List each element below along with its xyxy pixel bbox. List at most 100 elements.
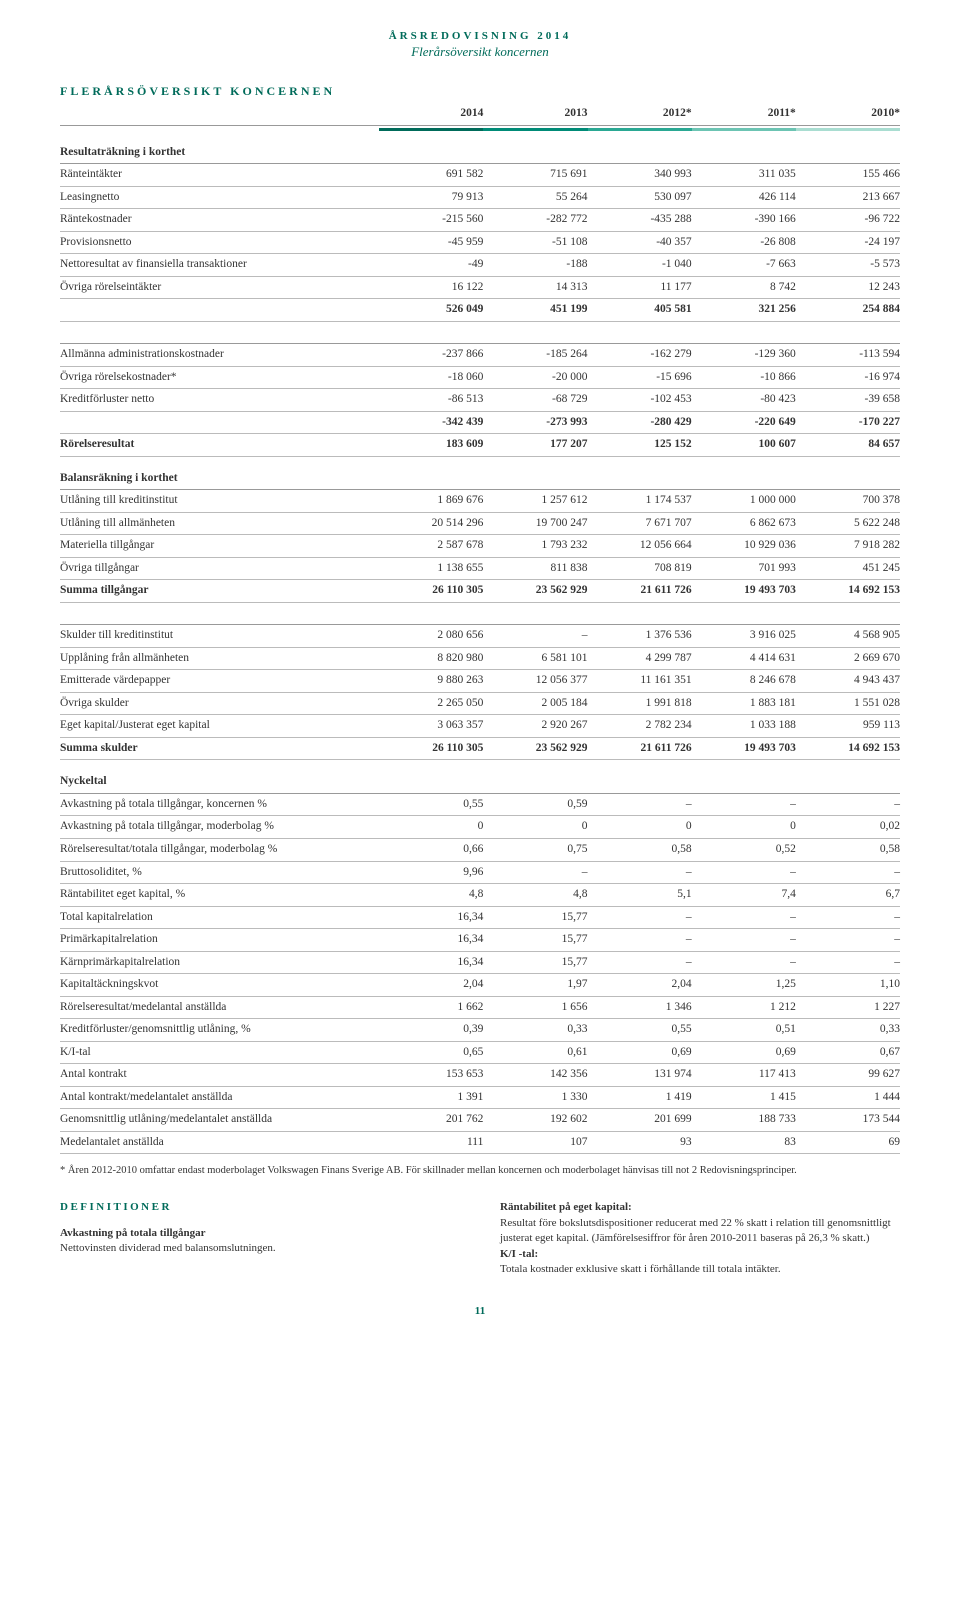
cell: 708 819 <box>588 557 692 580</box>
table-row: Total kapitalrelation16,3415,77––– <box>60 906 900 929</box>
cell: -273 993 <box>483 411 587 434</box>
cell: 55 264 <box>483 186 587 209</box>
section-head-label: Balansräkning i korthet <box>60 456 900 490</box>
cell: 0,02 <box>796 816 900 839</box>
cell: 2 005 184 <box>483 692 587 715</box>
cell: 0,69 <box>588 1041 692 1064</box>
cell: 321 256 <box>692 299 796 322</box>
row-label: Kreditförluster netto <box>60 389 379 412</box>
table-row: Rörelseresultat183 609177 207125 152100 … <box>60 434 900 457</box>
financial-table: 2014 2013 2012* 2011* 2010* Resultaträkn… <box>60 103 900 1154</box>
cell: 4,8 <box>379 884 483 907</box>
cell: 1 551 028 <box>796 692 900 715</box>
cell: 340 993 <box>588 164 692 187</box>
cell: 14 692 153 <box>796 737 900 760</box>
def-heading: K/I -tal: <box>500 1248 538 1260</box>
row-label: Rörelseresultat/totala tillgångar, moder… <box>60 838 379 861</box>
cell: 19 700 247 <box>483 512 587 535</box>
cell: 700 378 <box>796 490 900 513</box>
cell: 111 <box>379 1131 483 1154</box>
cell: 0,55 <box>379 793 483 816</box>
row-label: Kärnprimärkapitalrelation <box>60 951 379 974</box>
cell: 14 692 153 <box>796 580 900 603</box>
cell: 2,04 <box>588 974 692 997</box>
cell: – <box>796 906 900 929</box>
cell: 15,77 <box>483 929 587 952</box>
table-row: Eget kapital/Justerat eget kapital3 063 … <box>60 715 900 738</box>
cell: 4 299 787 <box>588 647 692 670</box>
cell: -170 227 <box>796 411 900 434</box>
table-header-row: 2014 2013 2012* 2011* 2010* <box>60 103 900 125</box>
cell: 0,66 <box>379 838 483 861</box>
definitions-right: Räntabilitet på eget kapital: Resultat f… <box>500 1200 900 1277</box>
row-label: Ränteintäkter <box>60 164 379 187</box>
row-label: Summa tillgångar <box>60 580 379 603</box>
doc-year: ÅRSREDOVISNING 2014 <box>60 30 900 42</box>
cell: -282 772 <box>483 209 587 232</box>
col-h: 2014 <box>379 103 483 125</box>
cell: 1,25 <box>692 974 796 997</box>
row-label: Övriga rörelseintäkter <box>60 276 379 299</box>
table-row: Medelantalet anställda111107938369 <box>60 1131 900 1154</box>
cell: 1 212 <box>692 996 796 1019</box>
doc-subtitle: Flerårsöversikt koncernen <box>60 44 900 60</box>
table-row: Materiella tillgångar2 587 6781 793 2321… <box>60 535 900 558</box>
cell: 69 <box>796 1131 900 1154</box>
section-head-row: Balansräkning i korthet <box>60 456 900 490</box>
cell: – <box>796 929 900 952</box>
cell: 1,97 <box>483 974 587 997</box>
table-row: Leasingnetto79 91355 264530 097426 11421… <box>60 186 900 209</box>
cell: -40 357 <box>588 231 692 254</box>
cell: 155 466 <box>796 164 900 187</box>
cell: -49 <box>379 254 483 277</box>
cell: 2 669 670 <box>796 647 900 670</box>
cell: 8 742 <box>692 276 796 299</box>
cell: 1 391 <box>379 1086 483 1109</box>
table-row: Antal kontrakt/medelantalet anställda1 3… <box>60 1086 900 1109</box>
table-row: Räntabilitet eget kapital, %4,84,85,17,4… <box>60 884 900 907</box>
cell: 7,4 <box>692 884 796 907</box>
row-label: Total kapitalrelation <box>60 906 379 929</box>
cell: 20 514 296 <box>379 512 483 535</box>
table-row: Skulder till kreditinstitut2 080 656–1 3… <box>60 625 900 648</box>
cell: 1 138 655 <box>379 557 483 580</box>
cell: – <box>483 861 587 884</box>
cell: -86 513 <box>379 389 483 412</box>
cell: 16,34 <box>379 951 483 974</box>
row-label: Övriga rörelsekostnader* <box>60 366 379 389</box>
table-row: Övriga rörelsekostnader*-18 060-20 000-1… <box>60 366 900 389</box>
cell: 0,33 <box>796 1019 900 1042</box>
row-label: Avkastning på totala tillgångar, moderbo… <box>60 816 379 839</box>
cell: 8 246 678 <box>692 670 796 693</box>
cell: 0,58 <box>796 838 900 861</box>
row-label: Materiella tillgångar <box>60 535 379 558</box>
table-row: Antal kontrakt153 653142 356131 974117 4… <box>60 1064 900 1087</box>
cell: 177 207 <box>483 434 587 457</box>
cell: 100 607 <box>692 434 796 457</box>
cell: 9 880 263 <box>379 670 483 693</box>
row-label: Kapitaltäckningskvot <box>60 974 379 997</box>
cell: 201 762 <box>379 1109 483 1132</box>
row-label: Provisionsnetto <box>60 231 379 254</box>
row-label: Avkastning på totala tillgångar, koncern… <box>60 793 379 816</box>
cell: 451 245 <box>796 557 900 580</box>
cell: 93 <box>588 1131 692 1154</box>
cell: 21 611 726 <box>588 580 692 603</box>
cell: 2 265 050 <box>379 692 483 715</box>
table-row: Utlåning till allmänheten20 514 29619 70… <box>60 512 900 535</box>
cell: 0,55 <box>588 1019 692 1042</box>
cell: 1 376 536 <box>588 625 692 648</box>
cell: -16 974 <box>796 366 900 389</box>
cell: 0,33 <box>483 1019 587 1042</box>
cell: 8 820 980 <box>379 647 483 670</box>
cell: 16 122 <box>379 276 483 299</box>
table-row: 526 049451 199405 581321 256254 884 <box>60 299 900 322</box>
cell: -435 288 <box>588 209 692 232</box>
cell: 811 838 <box>483 557 587 580</box>
row-label: Rörelseresultat <box>60 434 379 457</box>
cell: 16,34 <box>379 929 483 952</box>
definitions-block: DEFINITIONER Avkastning på totala tillgå… <box>60 1200 900 1277</box>
col-h: 2013 <box>483 103 587 125</box>
row-label: K/I-tal <box>60 1041 379 1064</box>
cell: 213 667 <box>796 186 900 209</box>
